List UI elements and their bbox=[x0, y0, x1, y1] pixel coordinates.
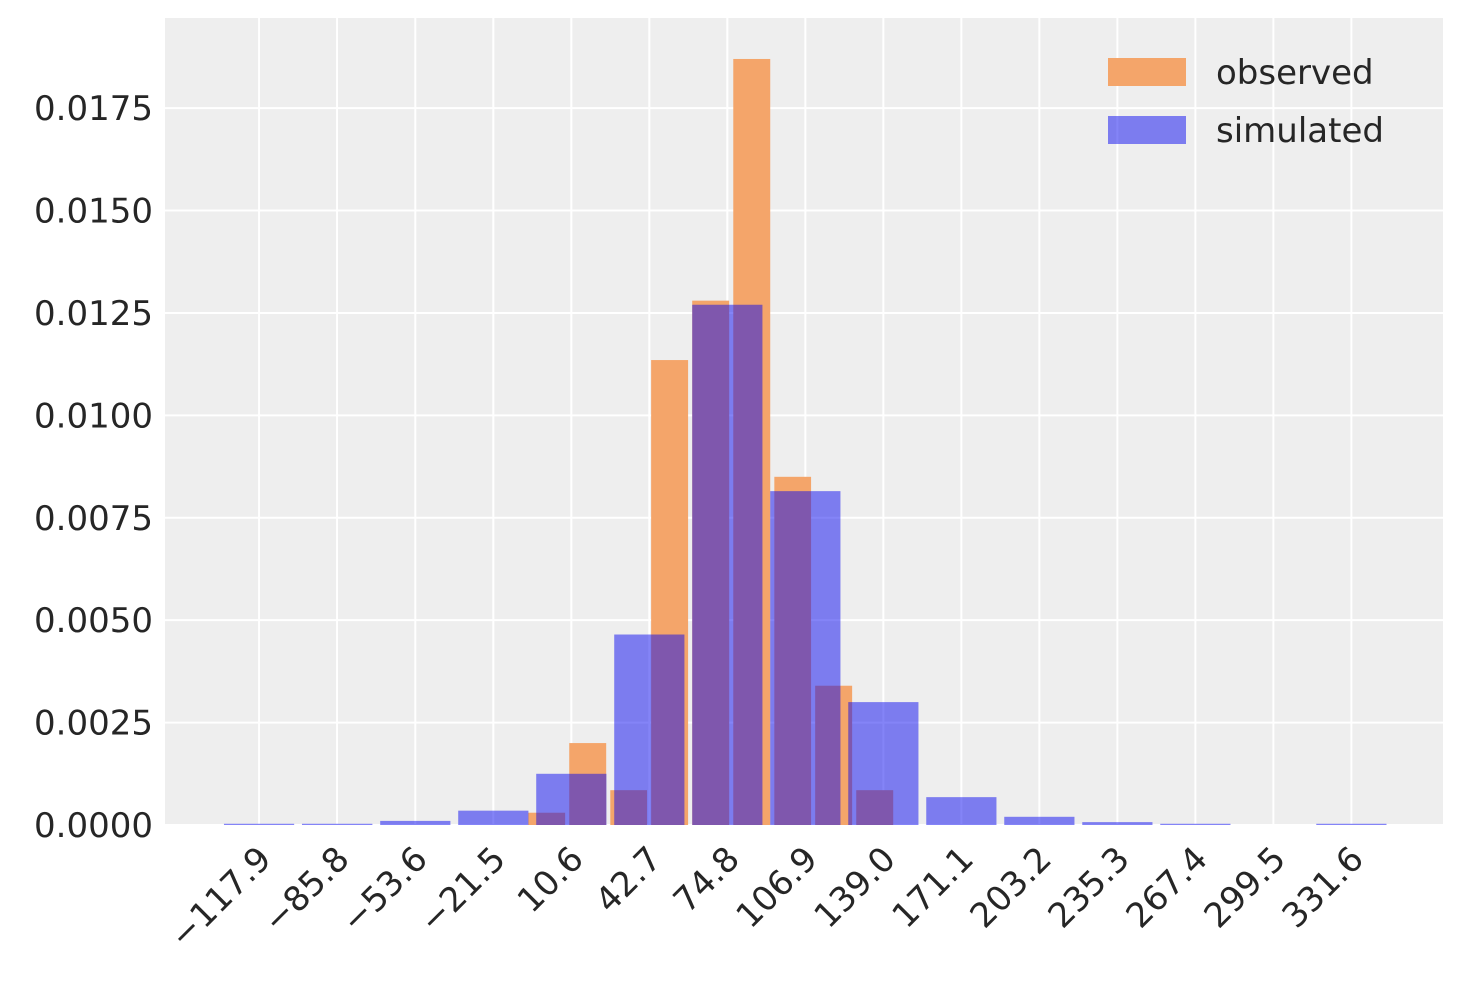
x-tick-label: 42.7 bbox=[588, 839, 670, 921]
y-tick-label: 0.0100 bbox=[34, 396, 153, 436]
y-tick-label: 0.0175 bbox=[34, 89, 153, 129]
bar bbox=[614, 634, 685, 825]
legend-label: simulated bbox=[1216, 111, 1384, 151]
bar bbox=[458, 810, 529, 825]
bar bbox=[1004, 816, 1075, 825]
x-tick-label: 106.9 bbox=[729, 839, 826, 936]
x-tick-label: 299.5 bbox=[1197, 839, 1294, 936]
y-tick-label: 0.0000 bbox=[34, 806, 153, 846]
x-tick-label: 331.6 bbox=[1275, 839, 1372, 936]
x-tick-label: 10.6 bbox=[510, 839, 592, 921]
legend-swatch bbox=[1108, 116, 1186, 144]
bar bbox=[380, 820, 451, 825]
x-tick-label: −53.6 bbox=[334, 839, 436, 941]
bar bbox=[770, 491, 841, 825]
bar bbox=[926, 797, 997, 825]
legend-label: observed bbox=[1216, 53, 1374, 93]
x-tick-label: 171.1 bbox=[885, 839, 982, 936]
y-tick-label: 0.0150 bbox=[34, 192, 153, 232]
bar bbox=[536, 773, 607, 825]
y-tick-label: 0.0050 bbox=[34, 601, 153, 641]
legend-swatch bbox=[1108, 58, 1186, 86]
y-tick-label: 0.0025 bbox=[34, 704, 153, 744]
bar bbox=[1160, 823, 1231, 825]
bar bbox=[1316, 823, 1387, 825]
bar bbox=[301, 823, 373, 825]
x-tick-label: 235.3 bbox=[1041, 839, 1138, 936]
x-tick-label: 139.0 bbox=[807, 839, 904, 936]
x-tick-label: −85.8 bbox=[255, 839, 357, 941]
bar bbox=[223, 823, 295, 825]
y-tick-label: 0.0075 bbox=[34, 499, 153, 539]
x-tick-label: −117.9 bbox=[162, 839, 279, 956]
x-tick-label: 203.2 bbox=[963, 839, 1060, 936]
bar bbox=[1082, 822, 1153, 825]
x-tick-label: 267.4 bbox=[1119, 839, 1216, 936]
bar bbox=[692, 304, 763, 825]
y-tick-label: 0.0125 bbox=[34, 294, 153, 334]
x-tick-label: −21.5 bbox=[412, 839, 514, 941]
bar bbox=[848, 702, 919, 825]
